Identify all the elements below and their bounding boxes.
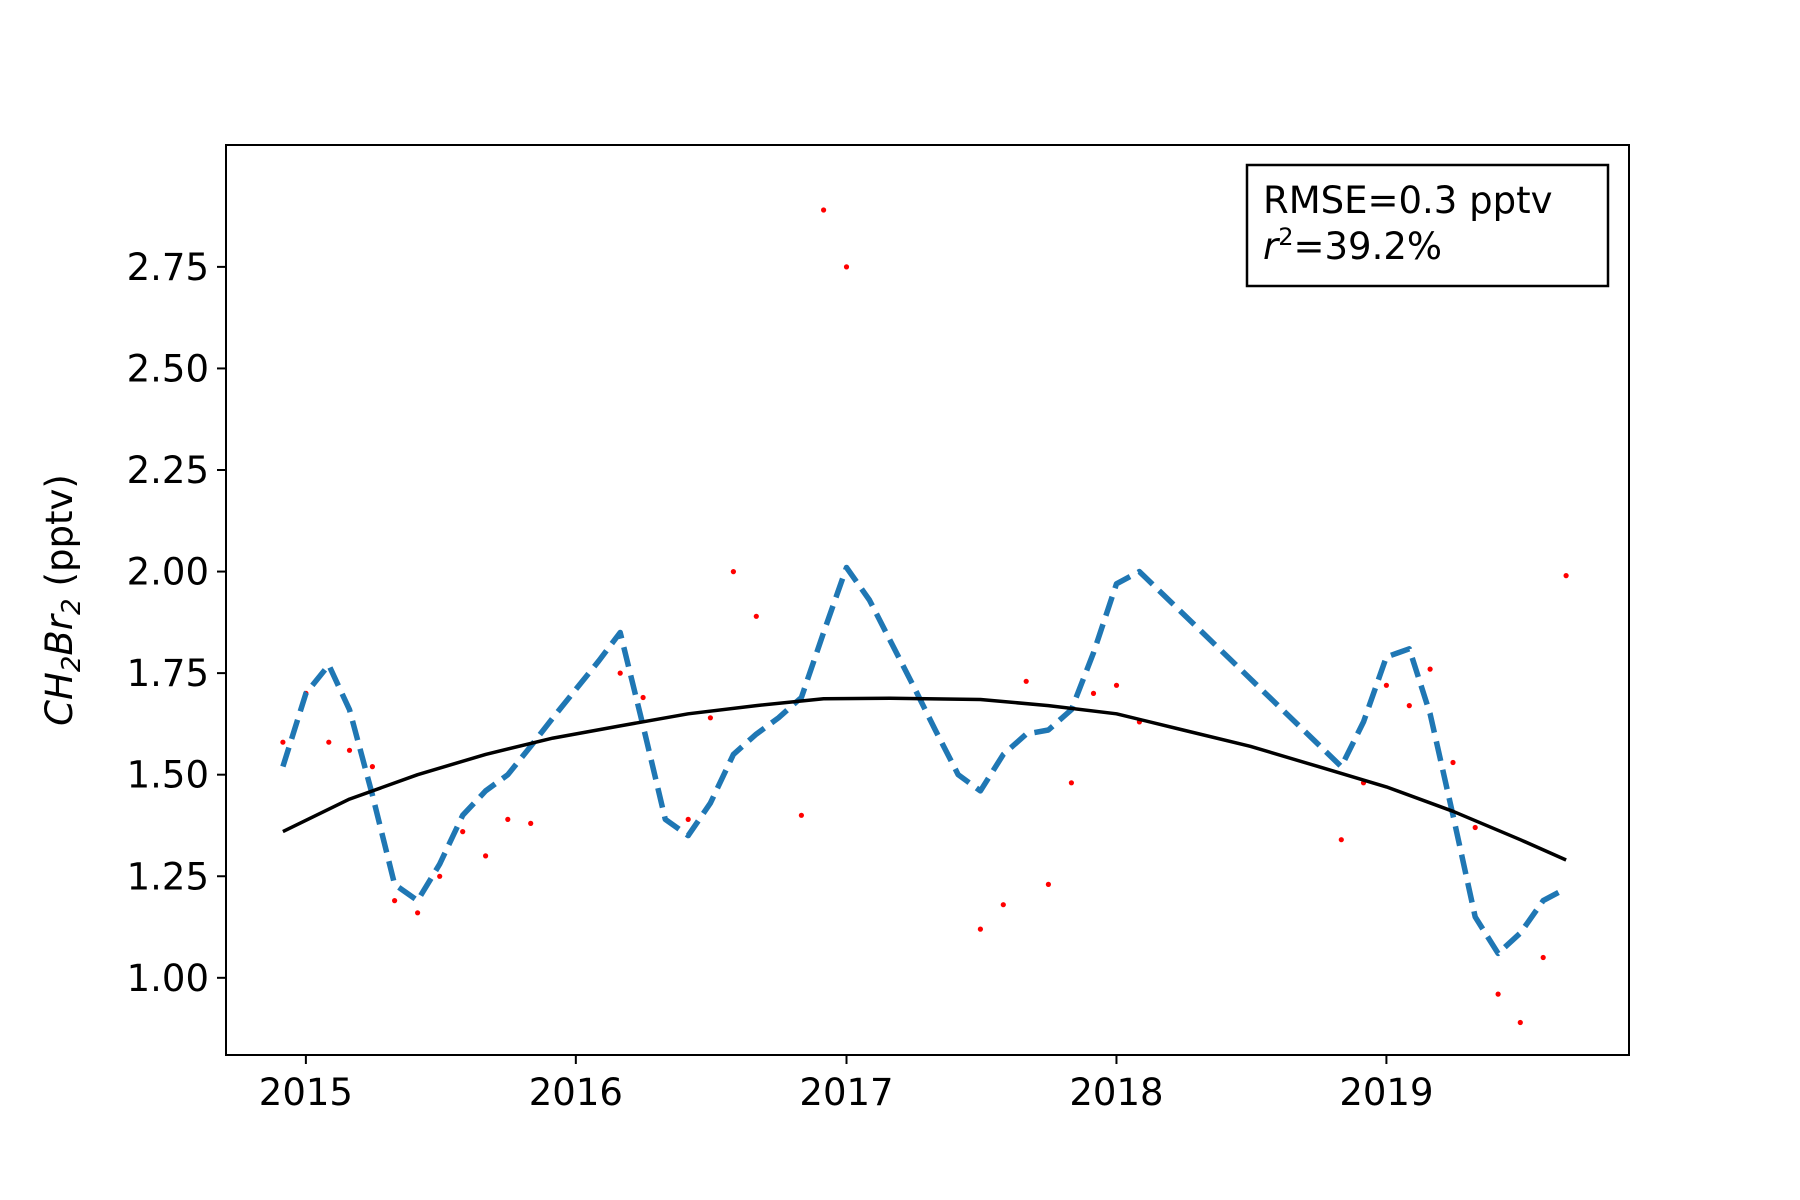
scatter-point-24 <box>1045 881 1051 888</box>
y-tick-label-5: 2.25 <box>127 449 209 492</box>
scatter-point-9 <box>483 853 489 859</box>
rmse-text: RMSE=0.3 pptv <box>1263 179 1552 222</box>
y-tick-label-0: 1.00 <box>127 957 209 1000</box>
y-tick-label-2: 1.50 <box>127 754 209 797</box>
scatter-point-7 <box>437 873 443 879</box>
scatter-point-12 <box>617 670 623 676</box>
scatter-point-4 <box>369 764 375 770</box>
scatter-point-38 <box>1540 954 1546 961</box>
scatter-point-14 <box>685 816 691 823</box>
y-axis: 1.00 1.25 1.50 1.75 2.00 2.25 2.50 2.75 <box>127 246 226 1000</box>
legend: RMSE=0.3 pptv r2=39.2% <box>1245 163 1610 288</box>
scatter-point-3 <box>346 747 353 753</box>
x-tick-label-1: 2016 <box>529 1071 623 1114</box>
scatter-point-39 <box>1563 573 1569 579</box>
x-tick-label-2: 2017 <box>799 1071 893 1114</box>
scatter-point-6 <box>415 910 421 916</box>
scatter-point-16 <box>730 569 737 575</box>
scatter-point-26 <box>1090 690 1097 697</box>
trend-line <box>282 696 1567 862</box>
scatter-point-32 <box>1406 703 1412 709</box>
scatter-point-36 <box>1495 991 1501 997</box>
scatter-point-10 <box>505 816 511 823</box>
scatter-point-35 <box>1472 824 1478 831</box>
y-tick-label-4: 2.00 <box>127 551 209 594</box>
y-tick-label-6: 2.50 <box>127 347 209 390</box>
scatter-point-0 <box>280 739 286 745</box>
legend-box <box>1245 163 1610 288</box>
x-axis: 2015 2016 2017 2018 2019 <box>259 1055 1434 1114</box>
plot-area <box>280 207 1569 1026</box>
r2-text: r2=39.2% <box>1263 223 1442 268</box>
plot-frame <box>225 144 1630 1056</box>
x-tick-label-0: 2015 <box>259 1071 353 1114</box>
scatter-point-15 <box>707 715 714 721</box>
scatter-point-25 <box>1068 780 1074 786</box>
scatter-point-23 <box>1023 678 1029 684</box>
y-axis-label: CH2Br2(pptv) <box>38 474 87 726</box>
scatter-point-29 <box>1338 837 1344 843</box>
scatter-point-5 <box>392 898 398 904</box>
scatter-point-33 <box>1427 666 1433 672</box>
scatter-point-11 <box>528 820 534 827</box>
x-tick-label-3: 2018 <box>1069 1071 1163 1114</box>
scatter-point-18 <box>798 812 805 818</box>
scatter-point-34 <box>1450 759 1456 766</box>
scatter-point-20 <box>843 264 850 270</box>
scatter-point-27 <box>1113 682 1120 688</box>
scatter-point-22 <box>1000 902 1006 908</box>
scatter-point-17 <box>753 613 759 619</box>
scatter-point-37 <box>1517 1019 1523 1026</box>
scatter-point-31 <box>1383 682 1389 688</box>
scatter-point-19 <box>821 207 827 213</box>
y-tick-label-3: 1.75 <box>127 652 209 695</box>
dashed-series-line <box>280 564 1568 957</box>
scatter-point-8 <box>460 829 466 835</box>
scatter-point-21 <box>977 926 984 932</box>
scatter-point-13 <box>640 694 646 701</box>
x-tick-label-4: 2019 <box>1339 1071 1433 1114</box>
scatter-point-2 <box>326 739 332 745</box>
y-tick-label-1: 1.25 <box>127 855 209 898</box>
y-tick-label-7: 2.75 <box>127 246 209 289</box>
